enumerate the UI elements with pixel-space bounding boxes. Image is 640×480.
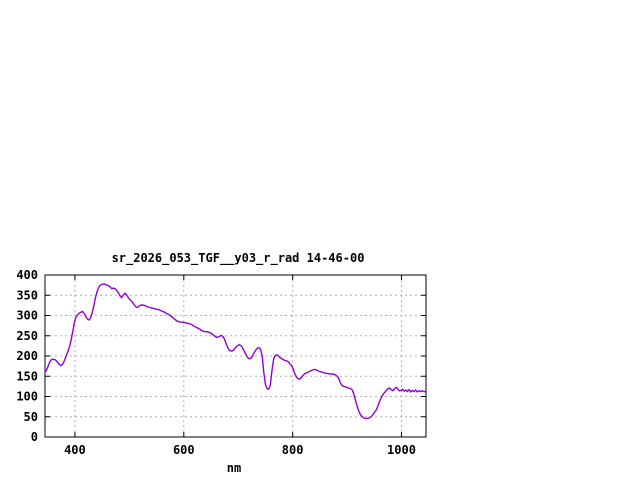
chart-title: sr_2026_053_TGF__y03_r_rad 14-46-00 (112, 251, 365, 266)
y-tick-label: 150 (16, 369, 38, 383)
y-tick-label: 0 (31, 430, 38, 444)
y-tick-label: 400 (16, 268, 38, 282)
x-axis-label: nm (227, 461, 241, 475)
y-tick-label: 250 (16, 329, 38, 343)
y-tick-label: 100 (16, 390, 38, 404)
radiance-curve (44, 283, 427, 420)
y-tick-label: 350 (16, 288, 38, 302)
x-tick-label: 1000 (387, 443, 416, 457)
gridlines (45, 275, 426, 437)
tick-labels: 0 50 100 150 200 250 300 350 400 400 600 800 1000 (16, 268, 416, 457)
x-tick-label: 600 (173, 443, 195, 457)
y-tick-label: 300 (16, 309, 38, 323)
x-tick-label: 400 (64, 443, 86, 457)
plot-frame (44, 274, 427, 438)
x-tick-label: 800 (282, 443, 304, 457)
y-tick-label: 200 (16, 349, 38, 363)
y-tick-label: 50 (24, 410, 38, 424)
